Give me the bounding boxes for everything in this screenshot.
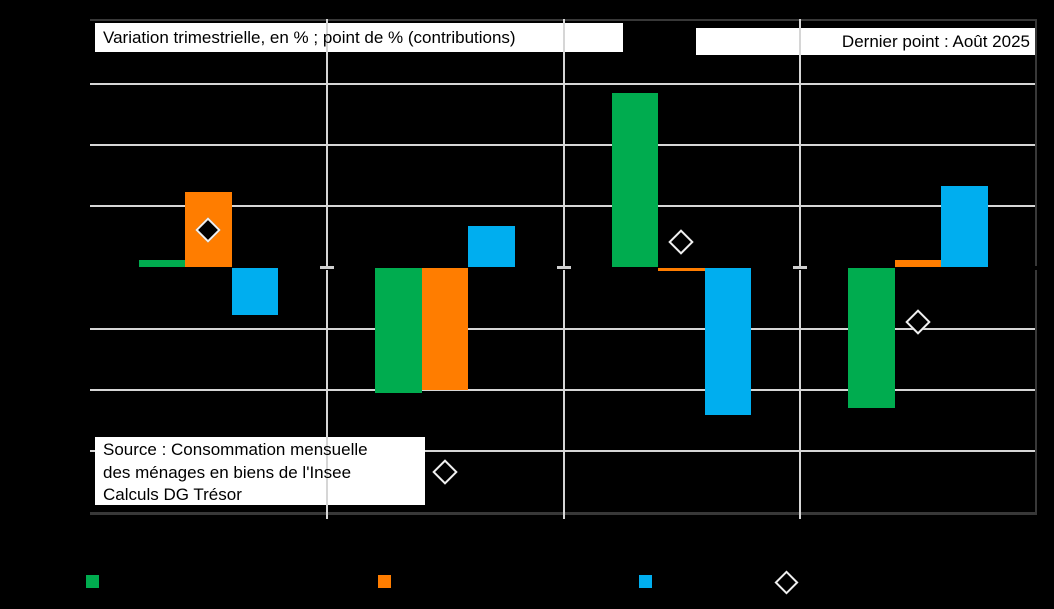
source-line-1: Source : Consommation mensuelle [103, 440, 368, 459]
source-line-3: Calculs DG Trésor [103, 485, 242, 504]
series-bar [138, 259, 186, 268]
series-bar [468, 225, 515, 268]
series-bar [848, 267, 895, 409]
series-bar [231, 267, 279, 316]
series-bar [658, 267, 705, 271]
chart-title: Variation trimestrielle, en % ; point de… [103, 28, 516, 47]
series-bar [894, 259, 942, 268]
legend-square-marker [378, 575, 391, 588]
total-diamond-marker [904, 309, 931, 335]
last-point-box: Dernier point : Août 2025 [696, 28, 1036, 55]
total-diamond-marker [668, 229, 694, 256]
series-bar [611, 92, 659, 268]
zero-axis-tick [556, 266, 571, 269]
total-diamond-marker [431, 459, 458, 486]
series-bar [375, 267, 422, 394]
last-point-label: Dernier point : Août 2025 [841, 32, 1030, 51]
zero-axis-tick [793, 266, 807, 269]
series-bar [704, 267, 752, 415]
series-bar [941, 185, 988, 268]
chart-title-box: Variation trimestrielle, en % ; point de… [95, 23, 623, 52]
legend-square-marker [86, 575, 99, 588]
source-box: Source : Consommation mensuelle des ména… [95, 437, 425, 505]
legend-square-marker [639, 575, 652, 588]
series-bar [421, 267, 469, 391]
legend-diamond-marker [774, 570, 799, 595]
source-line-2: des ménages en biens de l'Insee [103, 462, 352, 482]
zero-axis-tick [320, 266, 334, 269]
